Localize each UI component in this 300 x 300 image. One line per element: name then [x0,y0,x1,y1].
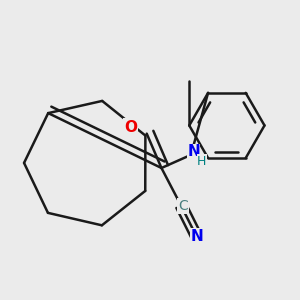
Text: O: O [124,120,137,135]
Text: H: H [197,155,206,168]
Text: N: N [187,144,200,159]
Text: C: C [178,199,188,213]
Text: N: N [191,229,204,244]
